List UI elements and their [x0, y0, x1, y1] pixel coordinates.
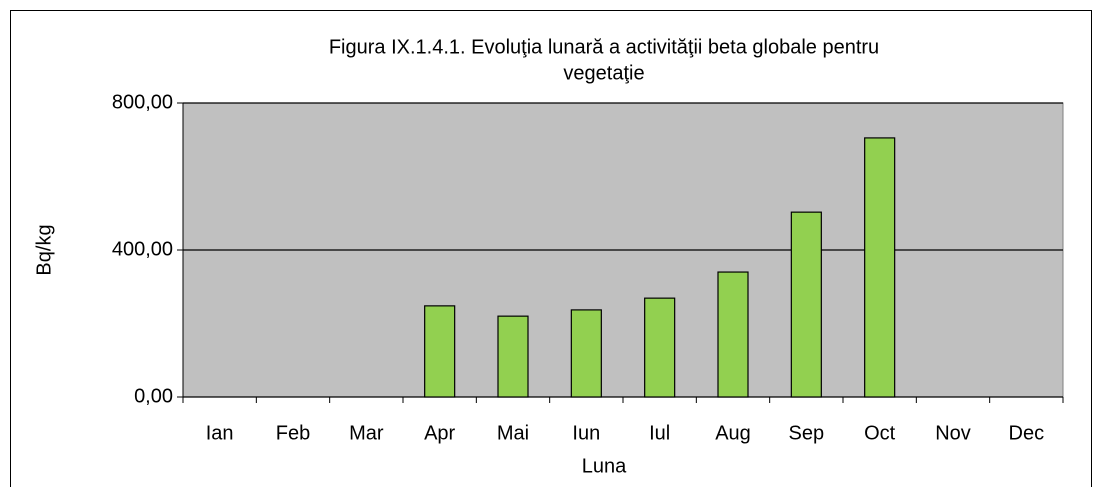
chart-title: Figura IX.1.4.1. Evoluţia lunară a activ…	[329, 36, 879, 58]
x-tick-label: Sep	[789, 422, 825, 444]
bar	[424, 305, 456, 398]
x-tick-label: Apr	[424, 422, 455, 444]
bar	[717, 271, 749, 398]
x-tick-label: Iul	[649, 422, 670, 444]
y-tick-label: 0,00	[134, 385, 173, 407]
bar	[570, 309, 602, 398]
bar	[644, 297, 676, 398]
x-tick-label: Iun	[572, 422, 600, 444]
chart-title: vegetaţie	[563, 62, 644, 84]
bar	[497, 315, 529, 398]
x-tick-label: Oct	[864, 422, 896, 444]
x-tick-label: Ian	[206, 422, 234, 444]
bar	[790, 211, 822, 398]
bar	[864, 137, 896, 398]
x-tick-label: Aug	[715, 422, 751, 444]
x-axis-label: Luna	[582, 455, 627, 477]
x-tick-label: Nov	[935, 422, 971, 444]
x-tick-label: Mai	[497, 422, 529, 444]
y-tick-label: 400,00	[112, 238, 173, 260]
x-tick-label: Feb	[276, 422, 310, 444]
x-tick-label: Dec	[1009, 422, 1045, 444]
x-tick-label: Mar	[349, 422, 384, 444]
y-axis-label: Bq/kg	[33, 224, 55, 275]
y-tick-label: 800,00	[112, 91, 173, 113]
